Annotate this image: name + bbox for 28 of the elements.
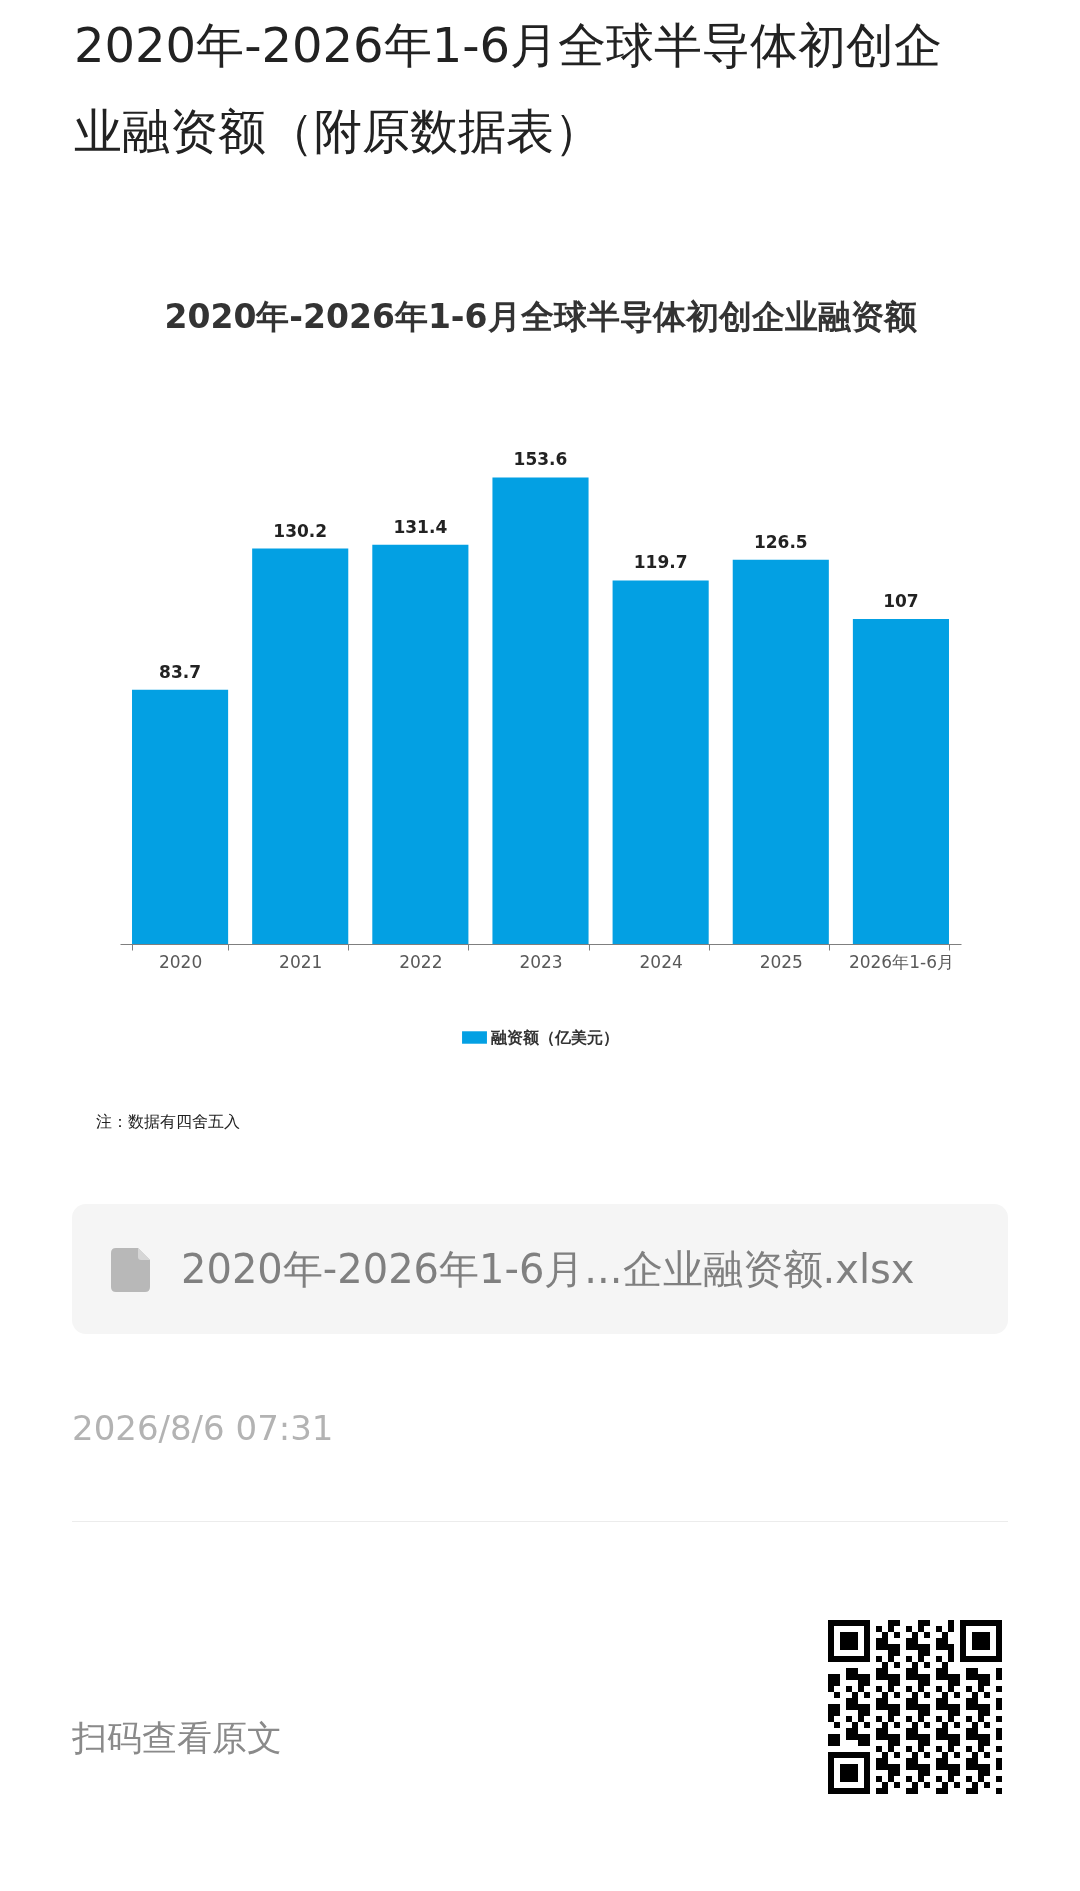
data-label: 126.5 bbox=[753, 531, 808, 552]
data-label: 83.7 bbox=[159, 661, 202, 682]
data-label: 130.2 bbox=[273, 520, 328, 541]
x-tick-label: 2024 bbox=[639, 951, 683, 972]
text: 注：数据有四舍五入 bbox=[96, 1111, 240, 1133]
legend-label: 融资额（亿美元） bbox=[491, 1027, 619, 1047]
chart-subtitle: 2020年-2026年1-6月全球半导体初创企业融资额 bbox=[164, 297, 917, 337]
text: 2026/8/6 07:31 bbox=[72, 1408, 334, 1448]
x-tick-label: 2026年1-6月 bbox=[848, 951, 954, 972]
x-tick-label: 2021 bbox=[279, 951, 323, 972]
text: 2020年-2026年1-6月...企业融资额.xlsx bbox=[181, 1244, 915, 1294]
text: 扫码查看原文 bbox=[72, 1716, 282, 1760]
data-label: 153.6 bbox=[513, 449, 568, 470]
bar bbox=[732, 559, 829, 944]
bar bbox=[132, 689, 229, 944]
data-label: 131.4 bbox=[393, 516, 448, 537]
x-tick-label: 2025 bbox=[759, 951, 803, 972]
data-label: 107 bbox=[883, 590, 919, 611]
x-tick-label: 2023 bbox=[519, 951, 563, 972]
data-label: 119.7 bbox=[633, 552, 688, 573]
x-tick-label: 2020 bbox=[158, 951, 203, 972]
chart-title: 2020年-2026年1-6月全球半导体初创企业融资额（附原数据表） bbox=[74, 16, 944, 161]
bar bbox=[492, 477, 589, 944]
bar bbox=[372, 544, 469, 944]
x-tick-label: 2022 bbox=[399, 951, 443, 972]
bar bbox=[612, 580, 709, 944]
bar bbox=[852, 618, 949, 944]
bar bbox=[252, 548, 349, 944]
